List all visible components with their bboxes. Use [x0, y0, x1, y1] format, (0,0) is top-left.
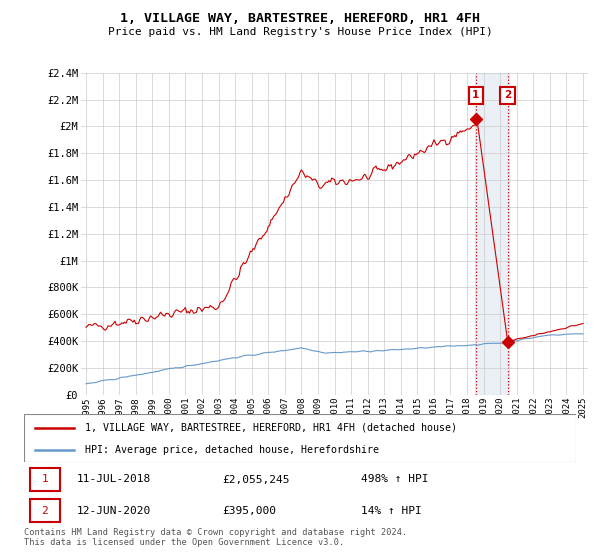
Text: 1: 1: [472, 90, 479, 100]
Text: 14% ↑ HPI: 14% ↑ HPI: [361, 506, 421, 516]
Text: 2: 2: [41, 506, 48, 516]
Text: 498% ↑ HPI: 498% ↑ HPI: [361, 474, 428, 484]
Text: 1: 1: [41, 474, 48, 484]
Text: 2: 2: [504, 90, 511, 100]
Text: £395,000: £395,000: [223, 506, 277, 516]
Text: Price paid vs. HM Land Registry's House Price Index (HPI): Price paid vs. HM Land Registry's House …: [107, 27, 493, 37]
FancyBboxPatch shape: [24, 414, 576, 462]
FancyBboxPatch shape: [29, 468, 60, 491]
FancyBboxPatch shape: [29, 500, 60, 522]
Text: HPI: Average price, detached house, Herefordshire: HPI: Average price, detached house, Here…: [85, 445, 379, 455]
Text: 12-JUN-2020: 12-JUN-2020: [76, 506, 151, 516]
Text: £2,055,245: £2,055,245: [223, 474, 290, 484]
Bar: [475, 73, 509, 395]
Text: 1, VILLAGE WAY, BARTESTREE, HEREFORD, HR1 4FH: 1, VILLAGE WAY, BARTESTREE, HEREFORD, HR…: [120, 12, 480, 25]
Text: 1, VILLAGE WAY, BARTESTREE, HEREFORD, HR1 4FH (detached house): 1, VILLAGE WAY, BARTESTREE, HEREFORD, HR…: [85, 423, 457, 433]
Text: 11-JUL-2018: 11-JUL-2018: [76, 474, 151, 484]
Text: Contains HM Land Registry data © Crown copyright and database right 2024.
This d: Contains HM Land Registry data © Crown c…: [24, 528, 407, 547]
